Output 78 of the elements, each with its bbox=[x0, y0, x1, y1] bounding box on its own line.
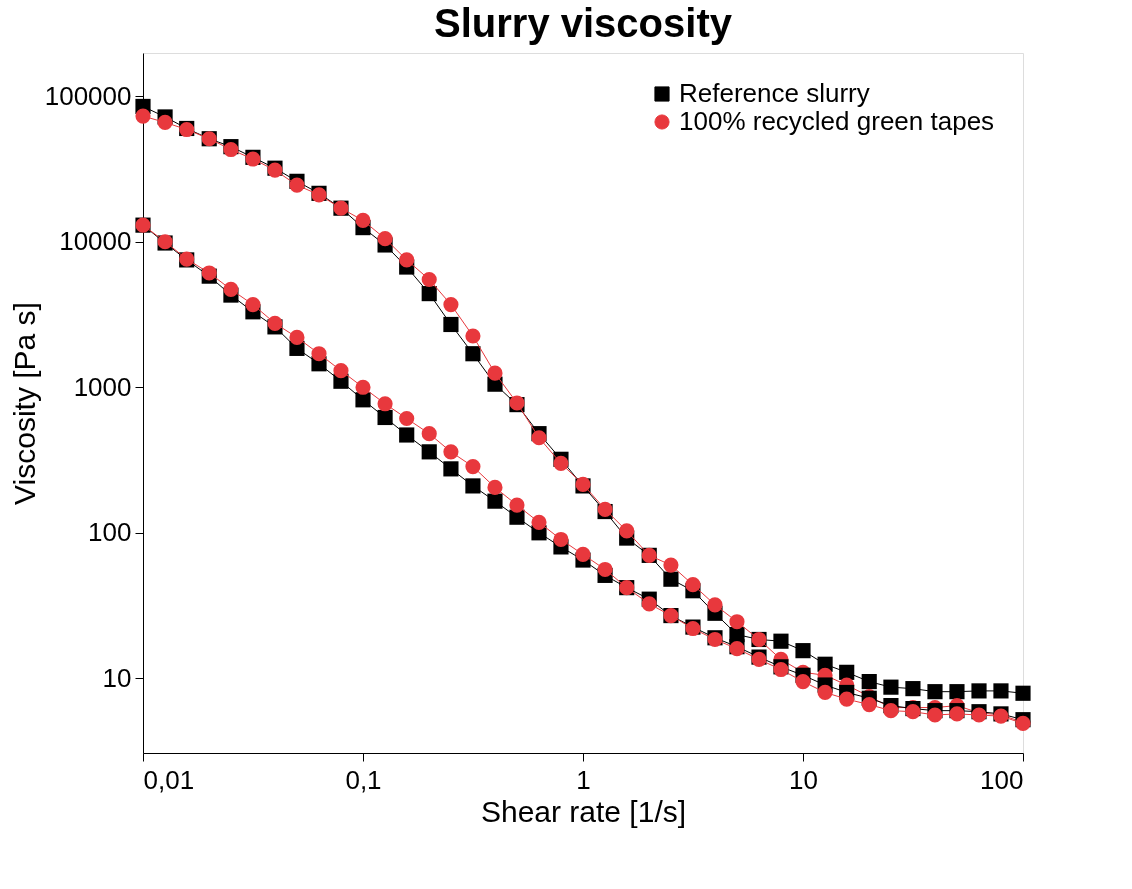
point bbox=[663, 557, 679, 573]
point bbox=[641, 596, 657, 612]
point bbox=[575, 546, 591, 563]
x-tick-label: 0,01 bbox=[143, 764, 195, 795]
point bbox=[223, 281, 239, 298]
point bbox=[355, 379, 371, 395]
chart-title: Slurry viscosity bbox=[434, 1, 733, 45]
x-tick-label: 100 bbox=[980, 764, 1024, 795]
x-axis-title: Shear rate [1/s] bbox=[480, 794, 687, 828]
point bbox=[245, 297, 261, 313]
point bbox=[377, 231, 393, 247]
point bbox=[267, 315, 283, 331]
point bbox=[311, 346, 327, 362]
point bbox=[135, 108, 151, 124]
point bbox=[509, 497, 525, 513]
y-tick-label: 100 bbox=[88, 517, 132, 548]
x-tick-label: 10 bbox=[789, 764, 818, 795]
point bbox=[421, 271, 437, 288]
y-axis-title: Viscosity [Pa s] bbox=[7, 302, 41, 505]
point bbox=[443, 297, 459, 313]
x-tick-label: 1 bbox=[576, 764, 591, 795]
point bbox=[861, 697, 877, 713]
y-tick-label: 10 bbox=[102, 662, 132, 693]
point bbox=[487, 493, 503, 509]
point bbox=[289, 177, 305, 193]
point bbox=[465, 328, 481, 344]
point bbox=[927, 684, 943, 700]
point bbox=[487, 365, 503, 381]
point bbox=[795, 674, 811, 690]
point bbox=[971, 683, 987, 699]
point bbox=[619, 523, 635, 539]
point bbox=[817, 684, 833, 701]
point bbox=[157, 114, 173, 131]
point bbox=[993, 683, 1009, 699]
point bbox=[839, 664, 855, 680]
point bbox=[685, 577, 701, 593]
point bbox=[355, 392, 371, 408]
point bbox=[421, 286, 437, 302]
point bbox=[399, 252, 415, 268]
legend-label: 100% recycled green tapes bbox=[679, 106, 995, 136]
point bbox=[421, 444, 437, 460]
point bbox=[421, 426, 437, 442]
point bbox=[443, 461, 459, 477]
point bbox=[377, 409, 393, 426]
point bbox=[443, 316, 459, 333]
point bbox=[949, 684, 965, 700]
point bbox=[1015, 685, 1031, 701]
point bbox=[487, 479, 503, 496]
point bbox=[531, 430, 547, 446]
point bbox=[333, 363, 349, 379]
y-tick-label: 100000 bbox=[44, 80, 132, 111]
point bbox=[707, 597, 723, 613]
point bbox=[531, 514, 547, 530]
point bbox=[927, 707, 943, 723]
point bbox=[289, 329, 305, 345]
point bbox=[465, 478, 481, 494]
legend-label: Reference slurry bbox=[679, 78, 870, 108]
point bbox=[861, 674, 877, 690]
point bbox=[377, 396, 393, 412]
point bbox=[465, 459, 481, 475]
point bbox=[883, 679, 899, 695]
point bbox=[773, 633, 789, 649]
point bbox=[355, 212, 371, 229]
point bbox=[729, 614, 745, 630]
point bbox=[839, 691, 855, 707]
y-tick-label: 10000 bbox=[59, 226, 132, 257]
point bbox=[399, 427, 415, 443]
x-tick-label: 0,1 bbox=[345, 764, 382, 795]
point bbox=[663, 571, 679, 587]
y-tick-label: 1000 bbox=[73, 371, 132, 402]
point bbox=[553, 455, 569, 471]
point bbox=[795, 643, 811, 659]
point bbox=[399, 410, 415, 427]
point bbox=[553, 531, 569, 548]
point bbox=[443, 444, 459, 460]
point bbox=[597, 561, 613, 578]
point bbox=[465, 346, 481, 362]
point bbox=[905, 681, 921, 697]
